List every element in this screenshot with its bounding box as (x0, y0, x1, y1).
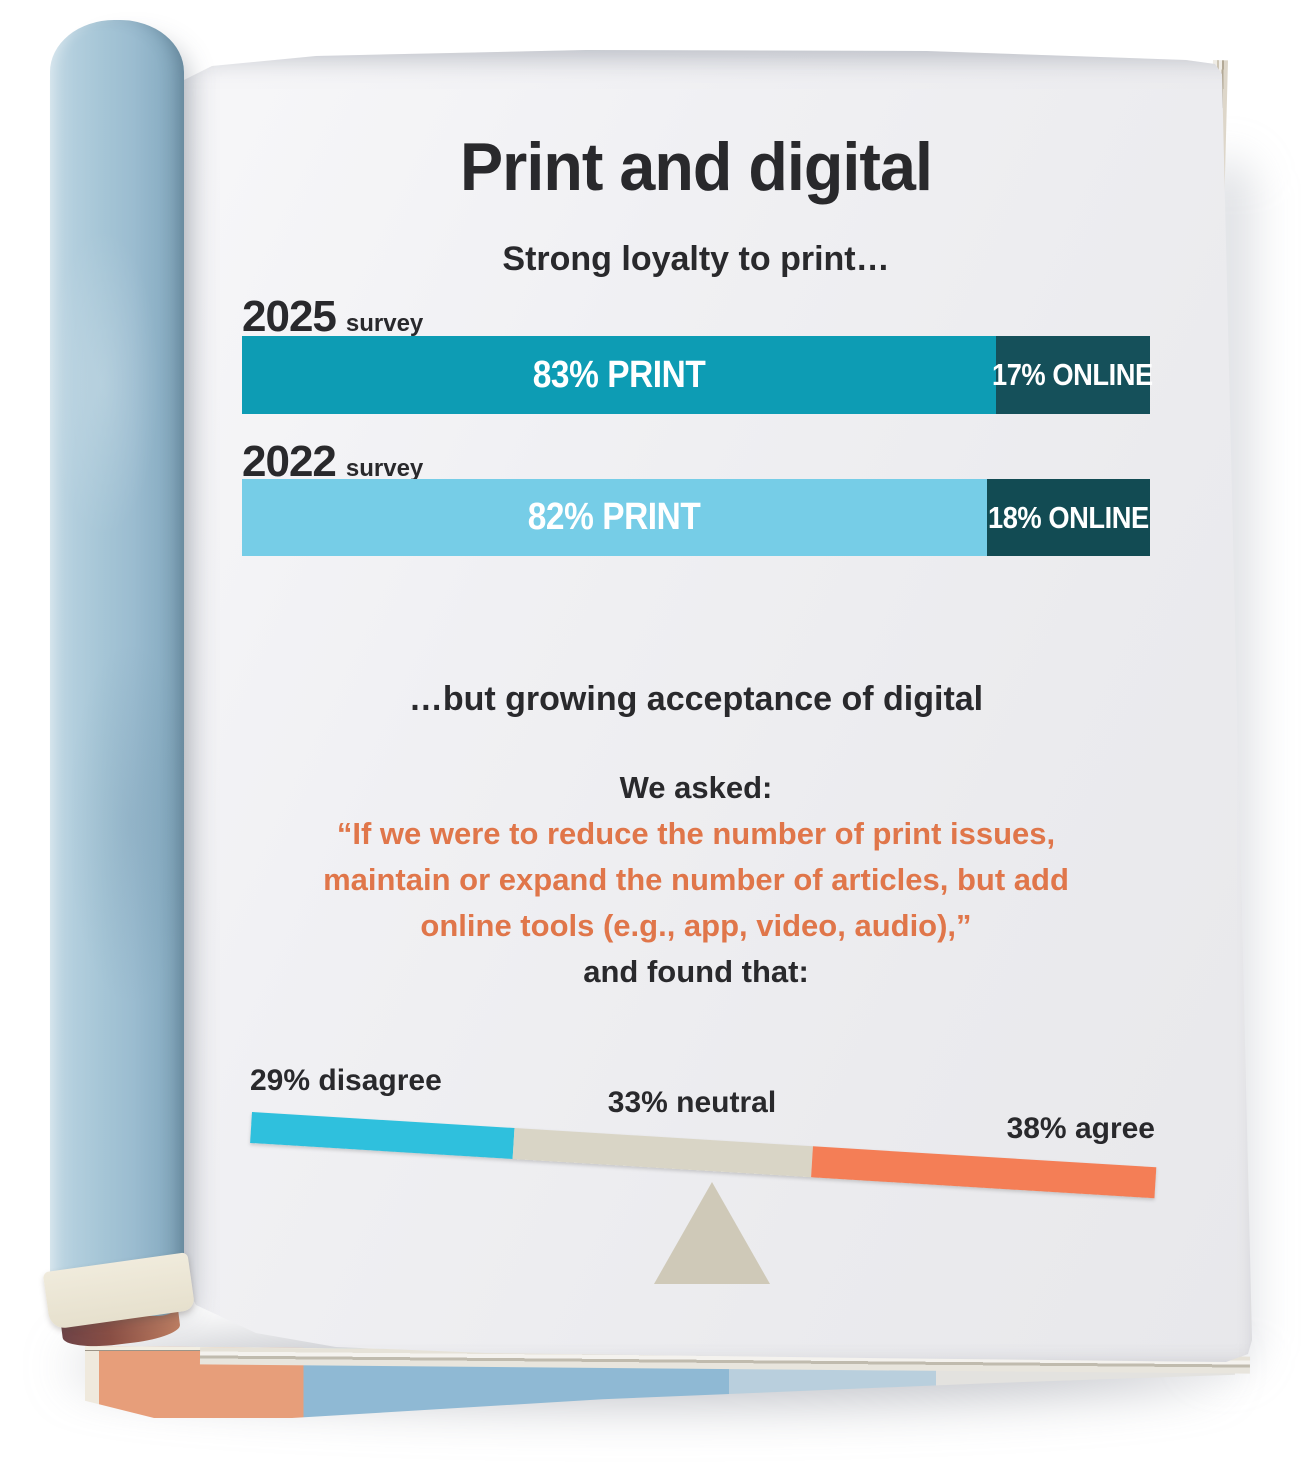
bar-2025: 83% PRINT 17% ONLINE (242, 336, 1154, 414)
seesaw-agree-label: 38% agree (1006, 1112, 1155, 1145)
quote-line-2: maintain or expand the number of article… (323, 862, 1069, 897)
quote-line-3: online tools (e.g., app, video, audio),” (420, 908, 972, 943)
bar-2022-online-label: 18% ONLINE (987, 499, 1149, 535)
survey-2022-label: 2022 survey (242, 437, 423, 487)
seesaw-disagree-segment (250, 1112, 515, 1159)
survey-2022-year: 2022 (242, 437, 337, 486)
section-subtitle: Strong loyalty to print… (502, 240, 890, 278)
question-block: We asked: “If we were to reduce the numb… (242, 765, 1150, 995)
bar-2025-online-segment: 17% ONLINE (992, 336, 1154, 414)
survey-2025-label: 2025 survey (242, 292, 423, 342)
survey-2025-year: 2025 (242, 292, 337, 341)
and-found-text: and found that: (583, 954, 809, 989)
bar-2025-print-label: 83% PRINT (532, 353, 706, 396)
page-title: Print and digital (460, 129, 933, 205)
bar-2022-print-label: 82% PRINT (527, 496, 701, 538)
bar-2022: 82% PRINT 18% ONLINE (242, 479, 1150, 556)
curled-page-roll (50, 20, 184, 1316)
bar-2022-print-segment: 82% PRINT (242, 479, 987, 556)
we-asked-text: We asked: (619, 770, 773, 805)
quote-line-1: “If we were to reduce the number of prin… (336, 816, 1056, 851)
survey-2022-suffix: survey (345, 455, 424, 482)
bar-2025-print-segment: 83% PRINT (242, 336, 996, 414)
bar-2025-online-label: 17% ONLINE (992, 357, 1154, 392)
bar-2022-online-segment: 18% ONLINE (986, 479, 1150, 556)
survey-2025-suffix: survey (345, 310, 424, 337)
seesaw-neutral-segment (512, 1128, 813, 1178)
seesaw-neutral-label: 33% neutral (607, 1086, 777, 1119)
seesaw-disagree-label: 29% disagree (250, 1064, 442, 1097)
seesaw-agree-segment (810, 1146, 1157, 1199)
acceptance-heading: …but growing acceptance of digital (408, 680, 984, 718)
seesaw-fulcrum-triangle (654, 1182, 770, 1284)
